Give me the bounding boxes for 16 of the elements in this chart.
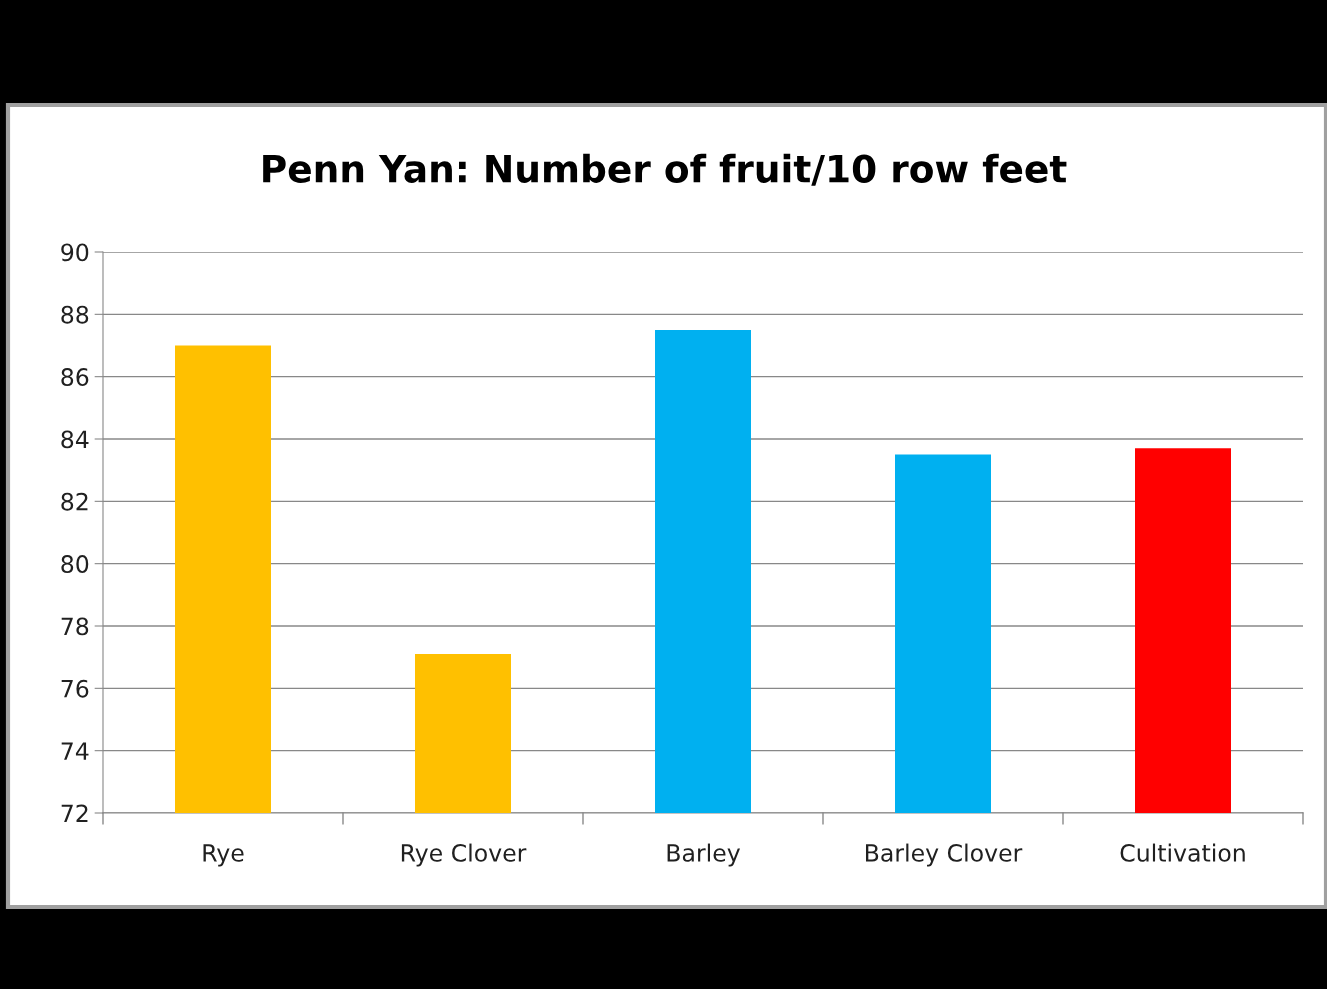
y-tick-label: 82	[61, 492, 88, 511]
x-tick-label: Rye Clover	[401, 843, 527, 867]
y-tick-label: 80	[61, 555, 89, 573]
x-tick-label: Barley	[667, 843, 741, 867]
x-tick-label: Barley Clover	[865, 843, 1023, 867]
y-tick-label: 78	[61, 617, 89, 636]
x-tick-label: Cultivation	[1120, 843, 1245, 862]
chart-title: Penn Yan: Number of fruit/10 row feet	[263, 153, 1067, 186]
y-tick-label: 88	[61, 305, 89, 324]
y-tick-label: 86	[61, 368, 89, 386]
y-tick-label: 90	[61, 243, 89, 262]
x-tick-label: Rye	[203, 844, 244, 867]
y-tick-label: 74	[61, 742, 89, 760]
y-tick-label: 84	[61, 430, 89, 449]
y-tick-label: 76	[61, 679, 89, 698]
y-tick-label: 72	[61, 804, 88, 822]
